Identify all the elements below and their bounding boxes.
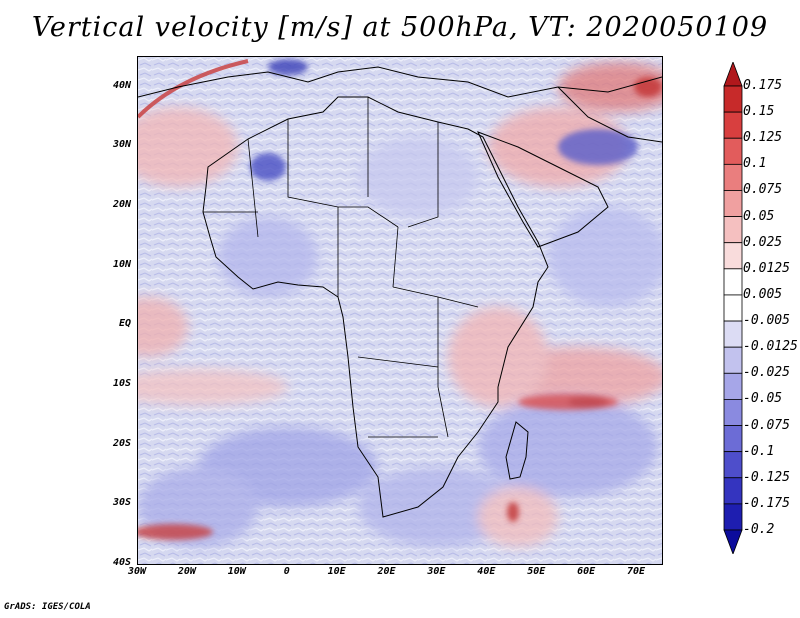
colorbar-tick-label: -0.075 [743, 417, 790, 433]
colorbar-cell [723, 399, 743, 426]
lat-tick-label: 40N [112, 79, 131, 91]
colorbar-tick-label: 0.025 [743, 234, 783, 250]
lon-tick-label: 70E [627, 566, 646, 577]
lon-tick-label: 10E [327, 566, 346, 577]
colorbar-cell [723, 294, 743, 322]
colorbar-tick-label: 0.05 [743, 208, 775, 224]
lon-tick-label: 10W [227, 566, 246, 577]
lon-tick-label: 40E [477, 566, 496, 577]
colorbar-tick-label: 0.0125 [743, 260, 790, 276]
colorbar-tick-label: 0.075 [743, 182, 783, 198]
colorbar-tick-label: 0.15 [743, 104, 775, 120]
colorbar-cell [723, 111, 743, 139]
colorbar-tick-label: -0.2 [743, 522, 775, 537]
colorbar [723, 60, 743, 558]
colorbar-tick-label: -0.05 [743, 391, 783, 407]
lat-tick-label: 20S [112, 437, 131, 449]
colorbar-tick-label: 0.005 [743, 286, 783, 302]
colorbar-cell [723, 451, 743, 479]
lon-tick-label: 60E [577, 566, 596, 577]
lon-tick-label: 20W [177, 566, 196, 577]
lon-tick-label: 30W [127, 566, 147, 577]
colorbar-cell [723, 320, 743, 348]
colorbar-cell [723, 163, 743, 191]
colorbar-cell [723, 85, 743, 113]
colorbar-cell [723, 268, 743, 296]
colorbar-cell [723, 60, 743, 87]
lat-tick-label: 20N [112, 199, 131, 211]
colorbar-cell [723, 425, 743, 453]
lat-tick-label: 10S [112, 378, 131, 390]
colorbar-cell [723, 216, 743, 244]
colorbar-cell [723, 242, 743, 270]
lat-tick-label: 40S [112, 557, 131, 568]
colorbar-tick-label: -0.125 [743, 469, 790, 485]
colorbar-cell [723, 190, 743, 217]
colorbar-tick-label: -0.005 [743, 313, 790, 329]
colorbar-tick-label: -0.175 [743, 495, 790, 511]
colorbar-scale [723, 60, 743, 556]
colorbar-cell [723, 477, 743, 505]
colorbar-tick-label: 0.1 [743, 156, 767, 172]
colorbar-tick-label: -0.025 [743, 365, 790, 381]
map-title: Vertical velocity [m/s] at 500hPa, VT: 2… [31, 12, 769, 43]
lon-tick-label: 30E [427, 566, 446, 577]
colorbar-cell [723, 346, 743, 374]
lon-tick-label: 20E [377, 566, 396, 577]
lon-tick-label: 50E [527, 566, 546, 577]
colorbar-tick-label: -0.1 [743, 443, 775, 459]
lat-tick-label: 10N [112, 258, 131, 270]
colorbar-tick-label: -0.0125 [743, 339, 798, 355]
colorbar-tick-label: 0.125 [743, 130, 783, 146]
velocity-field [138, 57, 662, 564]
velocity-map [137, 56, 663, 565]
colorbar-tick-label: 0.175 [743, 78, 783, 93]
colorbar-cell [723, 529, 743, 556]
lat-tick-label: 30S [112, 497, 131, 509]
lat-tick-label: EQ [118, 318, 131, 330]
lon-tick-label: 0 [283, 566, 290, 577]
colorbar-cell [723, 503, 743, 531]
colorbar-cell [723, 137, 743, 165]
colorbar-cell [723, 372, 743, 400]
lat-tick-label: 30N [112, 139, 131, 151]
credit-text: GrADS: IGES/COLA [4, 602, 91, 612]
